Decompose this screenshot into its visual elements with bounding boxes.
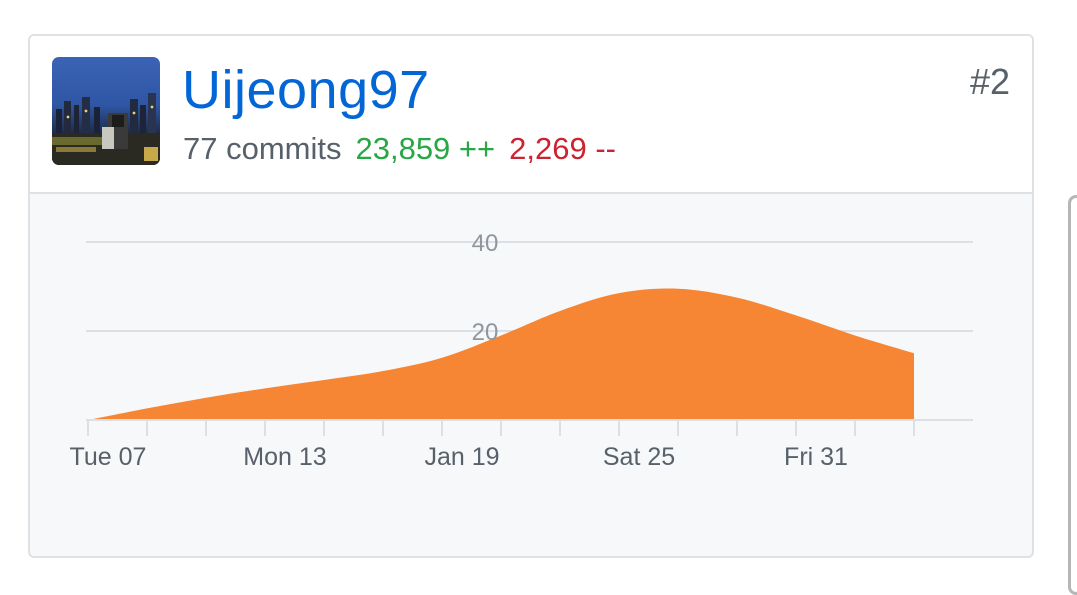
avatar[interactable] [52,57,160,165]
scrollbar[interactable] [1068,195,1077,595]
deletions-count: 2,269 -- [509,131,616,166]
contributor-header: Uijeong97 77 commits 23,859 ++ 2,269 -- #2 [30,36,1032,194]
commits-area [88,288,914,420]
y-tick-label: 40 [472,230,499,257]
contribution-stats: 77 commits 23,859 ++ 2,269 -- [183,130,616,168]
x-tick-label: Fri 31 [784,443,848,471]
x-tick-label: Sat 25 [603,443,675,471]
x-tick-label: Jan 19 [424,443,499,471]
rank-badge: #2 [969,61,1010,102]
y-tick-label: 20 [472,319,499,346]
contributor-card: Uijeong97 77 commits 23,859 ++ 2,269 -- #2… [28,34,1034,558]
x-tick-label: Tue 07 [70,443,147,471]
additions-count: 23,859 ++ [355,131,496,166]
username-link[interactable]: Uijeong97 [182,60,430,120]
contributions-area-chart: Tue 07 Mon 13 Jan 19 Sat 25 Fri 31 20 40 [70,230,973,471]
commits-count[interactable]: 77 commits [183,131,342,166]
x-tick-label: Mon 13 [243,443,326,471]
city-skyline-photo-icon [52,57,160,165]
